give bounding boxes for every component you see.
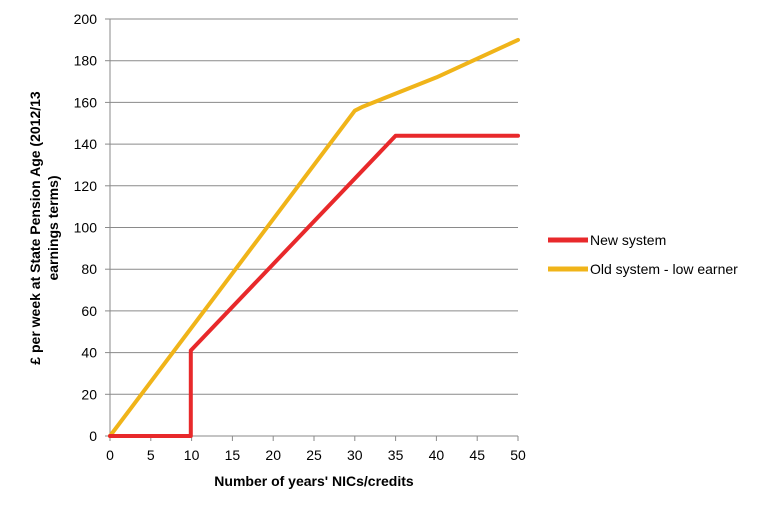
series-lines [108, 37, 520, 438]
y-tick-label: 180 [74, 53, 98, 69]
x-tick-label: 30 [347, 447, 363, 463]
y-tick-label: 200 [74, 11, 98, 27]
x-tick-label: 0 [106, 447, 114, 463]
y-tick-label: 100 [74, 220, 98, 236]
legend-label-2: Old system - low earner [590, 261, 738, 277]
series-line-1 [108, 133, 520, 438]
axes [105, 18, 519, 441]
x-tick-label: 25 [306, 447, 322, 463]
y-axis-title: £ per week at State Pension Age (2012/13… [27, 91, 61, 365]
x-tick-label: 35 [388, 447, 404, 463]
y-tick-label: 20 [81, 386, 97, 402]
grid-lines [110, 18, 518, 395]
x-tick-label: 45 [469, 447, 485, 463]
series-line-2 [108, 37, 520, 438]
y-tick-label: 0 [89, 428, 97, 444]
x-tick-label: 20 [265, 447, 281, 463]
y-tick-label: 60 [81, 303, 97, 319]
y-tick-label: 80 [81, 261, 97, 277]
legend-label-1: New system [590, 232, 666, 248]
legend: New system Old system - low earner [548, 232, 738, 277]
y-axis-title-line2: earnings terms) [45, 175, 61, 280]
y-axis-title-line1: £ per week at State Pension Age (2012/13 [27, 91, 43, 365]
x-tick-label: 15 [225, 447, 241, 463]
y-tick-label: 120 [74, 178, 98, 194]
y-tick-label: 140 [74, 136, 98, 152]
x-tick-label: 10 [184, 447, 200, 463]
y-tick-label: 160 [74, 94, 98, 110]
y-tick-label: 40 [81, 345, 97, 361]
x-tick-label: 5 [147, 447, 155, 463]
x-tick-label: 40 [429, 447, 445, 463]
x-tick-label: 50 [510, 447, 526, 463]
x-axis-title: Number of years' NICs/credits [214, 473, 414, 489]
tick-labels: 0 20 40 60 80 100 120 140 160 180 200 0 5 10 15 20 25 30 3… [74, 11, 526, 463]
